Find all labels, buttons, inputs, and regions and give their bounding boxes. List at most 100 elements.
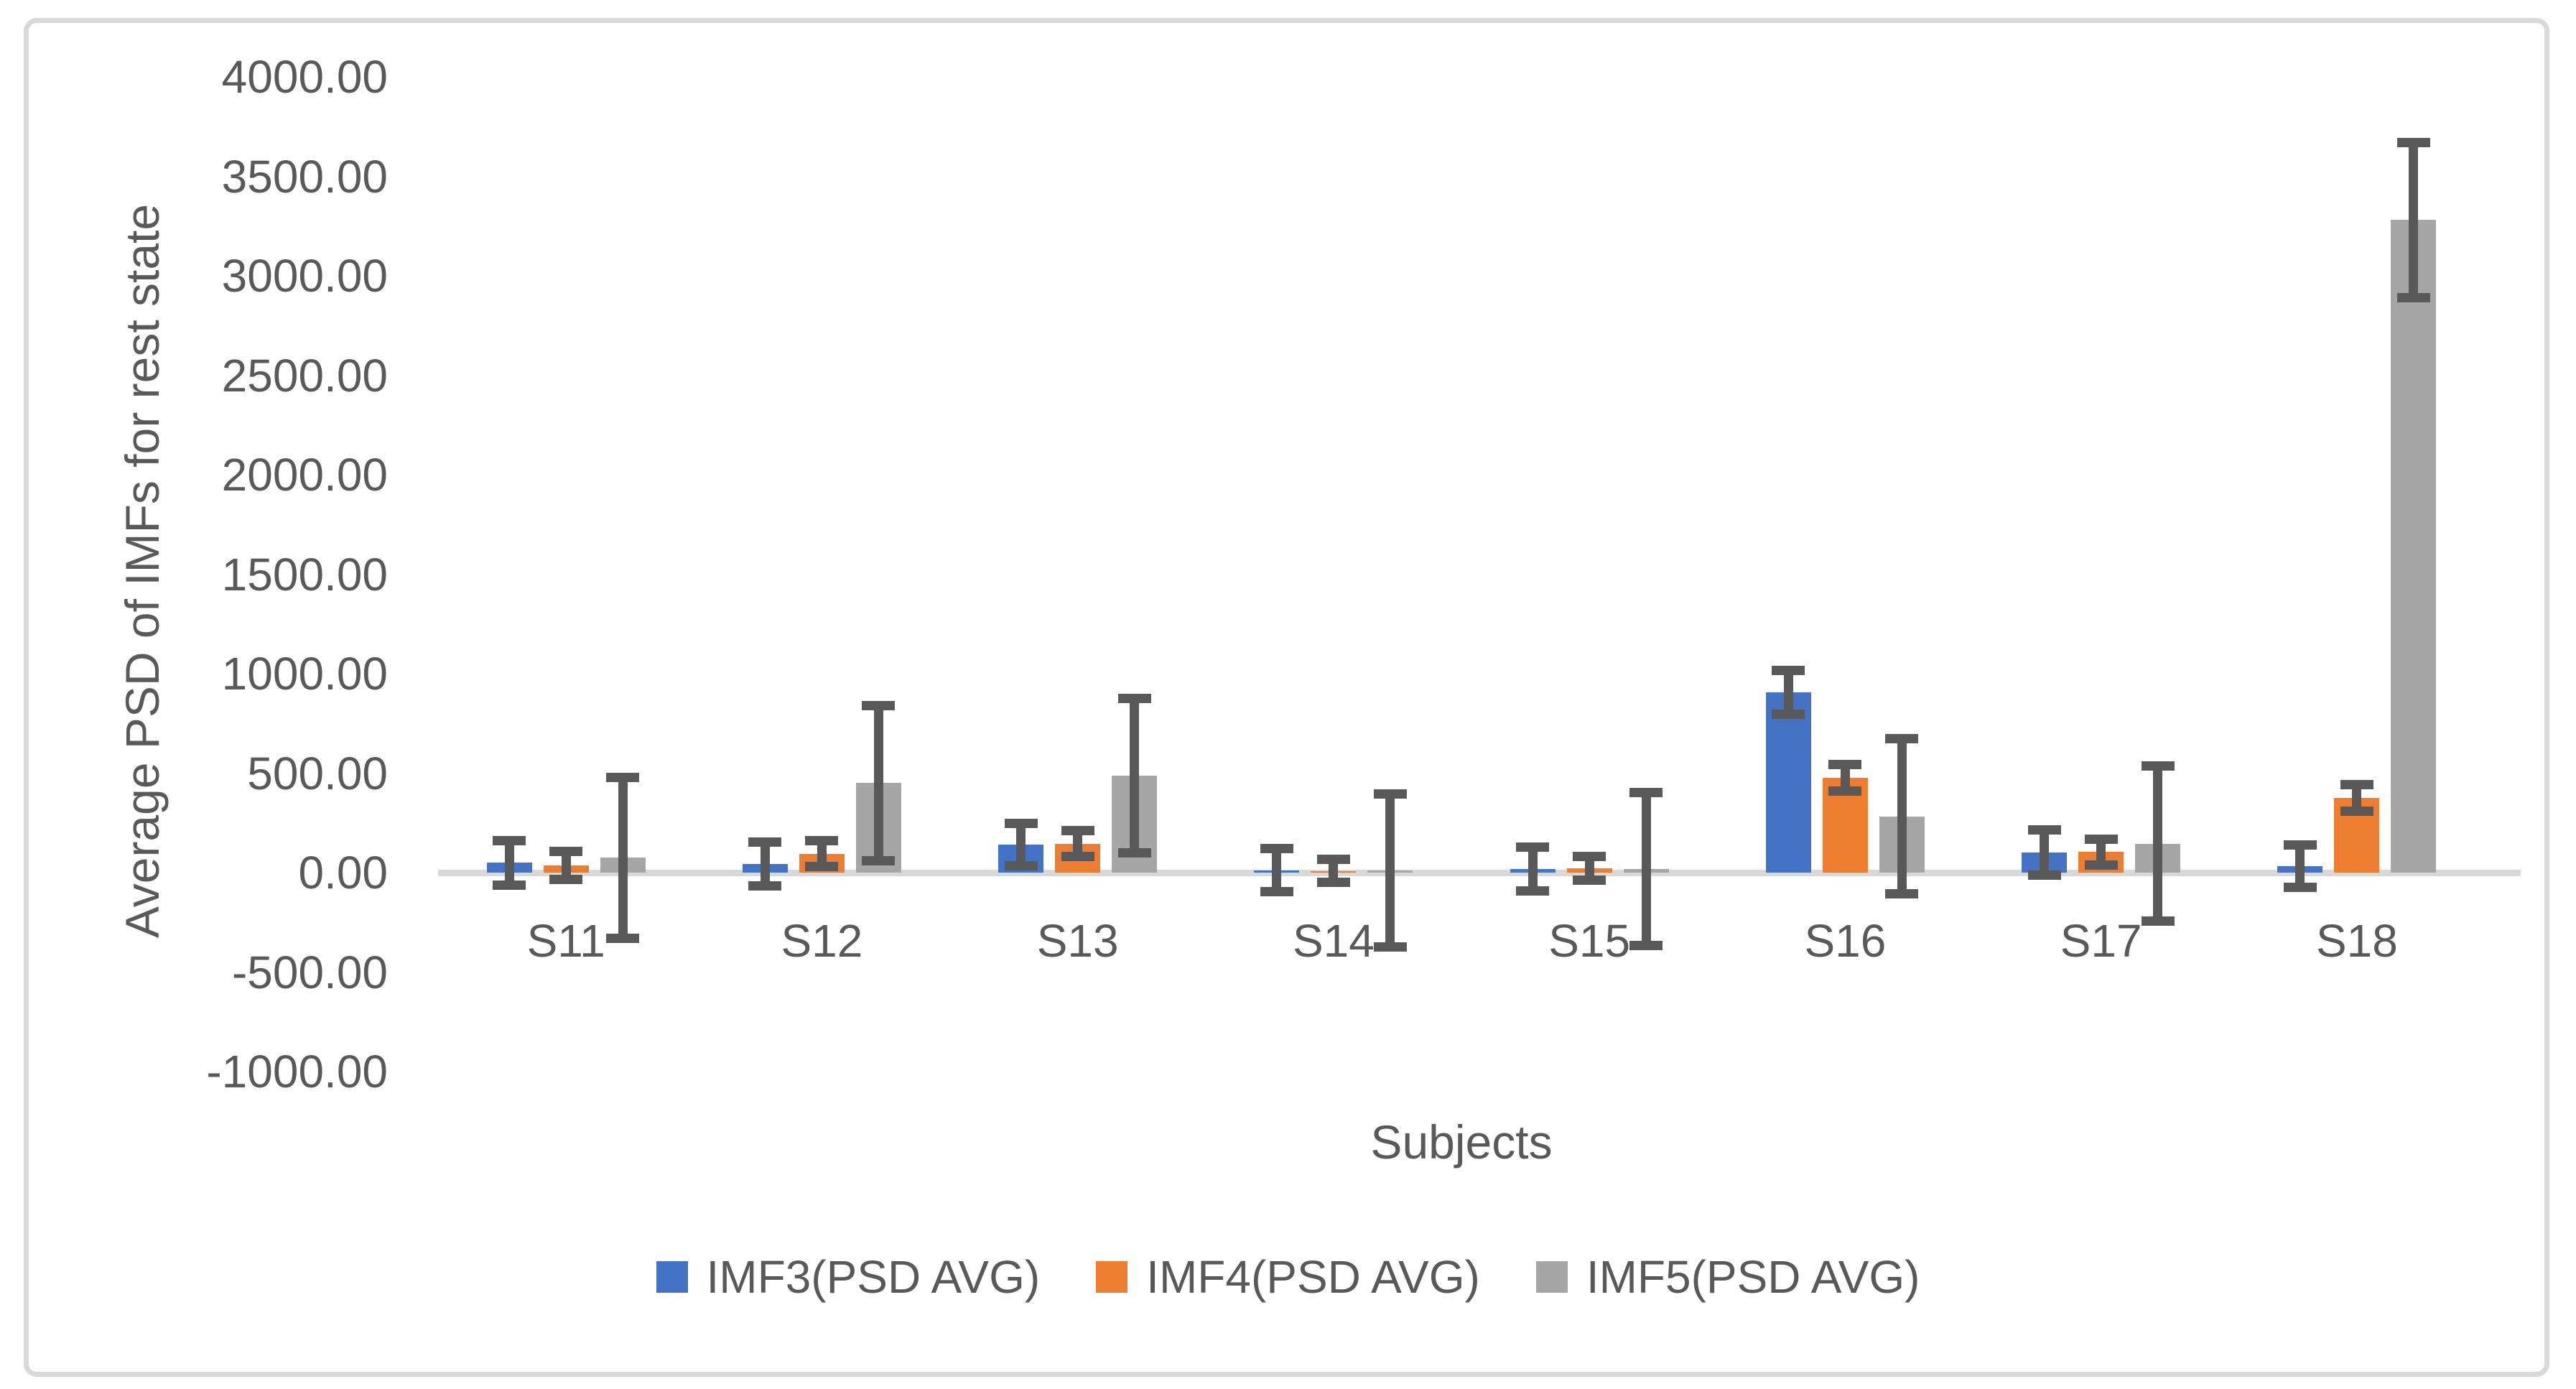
error-bar-imf3-s11-top-cap bbox=[493, 835, 526, 845]
error-bar-imf3-s11-bottom-cap bbox=[493, 880, 526, 890]
legend-label-imf4: IMF4(PSD AVG) bbox=[1146, 1251, 1480, 1303]
error-bar-imf4-s17-bottom-cap bbox=[2084, 860, 2118, 870]
error-bar-imf3-s18-bottom-cap bbox=[2283, 882, 2317, 892]
error-bar-imf4-s14-top-cap bbox=[1316, 854, 1350, 864]
error-bar-imf5-s14 bbox=[1385, 794, 1395, 947]
category-label-s16: S16 bbox=[1804, 915, 1887, 967]
x-axis-title: Subjects bbox=[1370, 1115, 1553, 1169]
error-bar-imf3-s18-top-cap bbox=[2283, 840, 2317, 850]
error-bar-imf5-s13-top-cap bbox=[1117, 693, 1151, 703]
legend-item-imf4: IMF4(PSD AVG) bbox=[1096, 1250, 1480, 1304]
category-label-s12: S12 bbox=[781, 915, 863, 967]
error-bar-imf5-s13 bbox=[1130, 698, 1140, 853]
error-bar-imf5-s15-bottom-cap bbox=[1629, 941, 1663, 951]
error-bar-imf5-s17-bottom-cap bbox=[2141, 916, 2175, 926]
y-tick-label-4000: 4000.00 bbox=[221, 51, 388, 103]
legend-item-imf3: IMF3(PSD AVG) bbox=[656, 1250, 1041, 1304]
error-bar-imf5-s18 bbox=[2409, 142, 2419, 298]
error-bar-imf3-s12-bottom-cap bbox=[748, 881, 782, 891]
error-bar-imf3-s15-bottom-cap bbox=[1516, 886, 1550, 896]
error-bar-imf4-s16-bottom-cap bbox=[1828, 786, 1862, 796]
error-bar-imf3-s14 bbox=[1272, 848, 1282, 892]
error-bar-imf5-s13-bottom-cap bbox=[1117, 847, 1151, 858]
error-bar-imf3-s16-bottom-cap bbox=[1772, 710, 1805, 720]
legend-item-imf5: IMF5(PSD AVG) bbox=[1535, 1250, 1920, 1304]
legend-swatch-imf4 bbox=[1096, 1261, 1128, 1293]
error-bar-imf3-s13-bottom-cap bbox=[1004, 861, 1038, 871]
error-bar-imf4-s11-top-cap bbox=[549, 847, 583, 857]
error-bar-imf5-s16-top-cap bbox=[1885, 734, 1919, 744]
error-bar-imf3-s16 bbox=[1783, 670, 1793, 715]
y-tick-label-2000: 2000.00 bbox=[221, 449, 388, 501]
error-bar-imf3-s13 bbox=[1016, 823, 1026, 866]
error-bar-imf4-s17-top-cap bbox=[2084, 835, 2118, 845]
error-bar-imf5-s11-top-cap bbox=[606, 772, 640, 782]
legend-label-imf3: IMF3(PSD AVG) bbox=[706, 1251, 1041, 1303]
error-bar-imf4-s14-bottom-cap bbox=[1316, 878, 1350, 888]
y-tick-label--1000: -1000.00 bbox=[206, 1046, 388, 1097]
y-tick-label-1000: 1000.00 bbox=[221, 648, 388, 700]
error-bar-imf5-s14-bottom-cap bbox=[1373, 942, 1407, 952]
error-bar-imf3-s12-top-cap bbox=[748, 837, 782, 847]
error-bar-imf4-s11-bottom-cap bbox=[549, 875, 583, 885]
error-bar-imf3-s16-top-cap bbox=[1772, 666, 1805, 676]
error-bar-imf4-s18-top-cap bbox=[2340, 780, 2373, 790]
error-bar-imf5-s17 bbox=[2153, 766, 2163, 921]
error-bar-imf3-s11 bbox=[504, 840, 514, 886]
error-bar-imf3-s17-top-cap bbox=[2027, 825, 2061, 835]
error-bar-imf5-s12-top-cap bbox=[862, 700, 896, 710]
category-label-s11: S11 bbox=[526, 915, 605, 967]
error-bar-imf3-s18 bbox=[2295, 845, 2305, 888]
error-bar-imf5-s15-top-cap bbox=[1629, 787, 1663, 797]
bar-imf3-s16 bbox=[1765, 692, 1811, 873]
error-bar-imf4-s15-top-cap bbox=[1573, 852, 1606, 862]
error-bar-imf4-s15-bottom-cap bbox=[1573, 875, 1606, 886]
legend: IMF3(PSD AVG) IMF4(PSD AVG) IMF5(PSD AVG) bbox=[0, 1250, 2576, 1304]
error-bar-imf4-s14 bbox=[1329, 859, 1339, 883]
error-bar-imf5-s12 bbox=[873, 705, 883, 861]
error-bar-imf5-s12-bottom-cap bbox=[862, 855, 896, 865]
error-bar-imf4-s16 bbox=[1840, 764, 1850, 791]
error-bar-imf3-s15 bbox=[1528, 847, 1538, 891]
error-bar-imf5-s18-bottom-cap bbox=[2396, 292, 2430, 302]
category-label-s14: S14 bbox=[1292, 915, 1375, 967]
error-bar-imf3-s14-top-cap bbox=[1260, 844, 1293, 854]
error-bar-imf4-s12 bbox=[817, 840, 827, 867]
error-bar-imf3-s13-top-cap bbox=[1004, 819, 1038, 829]
y-tick-label-0: 0.00 bbox=[298, 847, 388, 898]
error-bar-imf3-s14-bottom-cap bbox=[1260, 887, 1293, 897]
error-bar-imf5-s14-top-cap bbox=[1373, 789, 1407, 799]
error-bar-imf4-s18-bottom-cap bbox=[2340, 807, 2373, 817]
error-bar-imf3-s15-top-cap bbox=[1516, 842, 1550, 853]
error-bar-imf3-s17 bbox=[2040, 830, 2050, 875]
chart-border bbox=[24, 18, 2549, 1377]
category-label-s17: S17 bbox=[2060, 915, 2142, 967]
category-label-s15: S15 bbox=[1548, 915, 1631, 967]
error-bar-imf4-s15 bbox=[1584, 856, 1594, 881]
error-bar-imf5-s16-bottom-cap bbox=[1885, 889, 1919, 899]
error-bar-imf5-s16 bbox=[1897, 738, 1907, 894]
legend-swatch-imf5 bbox=[1535, 1261, 1568, 1293]
error-bar-imf3-s17-bottom-cap bbox=[2027, 870, 2061, 880]
error-bar-imf4-s12-bottom-cap bbox=[805, 862, 839, 872]
error-bar-imf5-s17-top-cap bbox=[2141, 761, 2175, 771]
y-tick-label-2500: 2500.00 bbox=[221, 349, 388, 401]
y-tick-label-500: 500.00 bbox=[247, 747, 388, 799]
category-label-s13: S13 bbox=[1036, 915, 1119, 967]
error-bar-imf4-s12-top-cap bbox=[805, 835, 839, 845]
x-axis-line bbox=[438, 870, 2521, 876]
bar-imf5-s18 bbox=[2391, 220, 2437, 873]
error-bar-imf4-s11 bbox=[561, 851, 571, 880]
error-bar-imf5-s15 bbox=[1641, 792, 1651, 946]
y-tick-label-1500: 1500.00 bbox=[221, 548, 388, 600]
y-tick-label-3500: 3500.00 bbox=[221, 150, 388, 203]
y-tick-label-3000: 3000.00 bbox=[221, 250, 388, 302]
error-bar-imf5-s18-top-cap bbox=[2396, 137, 2430, 147]
category-label-s18: S18 bbox=[2315, 915, 2398, 967]
error-bar-imf4-s13-bottom-cap bbox=[1061, 852, 1094, 862]
error-bar-imf3-s12 bbox=[760, 842, 770, 886]
error-bar-imf4-s13 bbox=[1073, 830, 1083, 857]
error-bar-imf4-s13-top-cap bbox=[1061, 826, 1094, 836]
